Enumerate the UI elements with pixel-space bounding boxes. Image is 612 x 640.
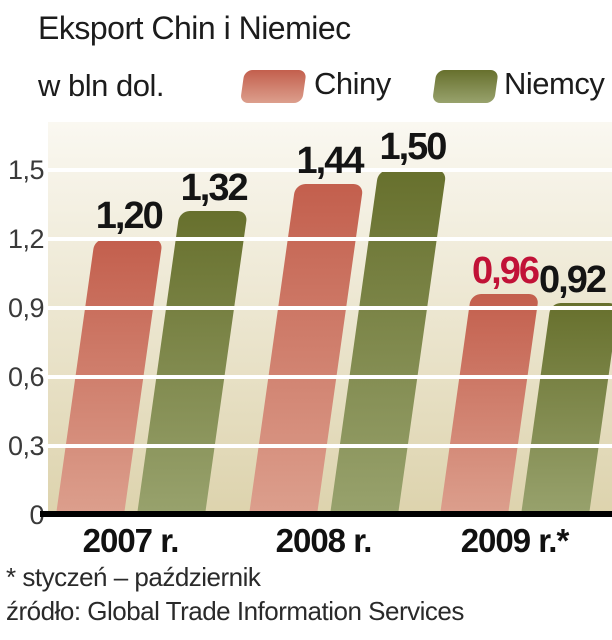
gridline-0,9 (48, 306, 612, 310)
value-label-niemcy-2009: 0,92 (539, 259, 607, 302)
y-tick-0,6: 0,6 (7, 362, 45, 392)
footnote-source: źródło: Global Trade Information Service… (6, 596, 464, 626)
bar-niemcy-2009 (521, 303, 612, 515)
chart-unit-label: w bln dol. (38, 68, 164, 103)
y-tick-1,2: 1,2 (7, 224, 45, 254)
chart-title: Eksport Chin i Niemiec (38, 10, 351, 46)
value-label-chiny-2009: 0,96 (472, 250, 540, 293)
x-label-2008: 2008 r. (275, 522, 373, 559)
plot-area (48, 122, 612, 515)
value-label-niemcy-2007: 1,32 (180, 167, 249, 210)
gridline-0,6 (48, 375, 612, 379)
legend-swatch-niemcy (432, 70, 499, 103)
value-label-chiny-2007: 1,20 (95, 195, 164, 237)
value-label-chiny-2008: 1,44 (296, 139, 365, 182)
value-label-niemcy-2008: 1,50 (379, 126, 447, 168)
x-label-2007: 2007 r. (82, 522, 180, 559)
footnote-period: * styczeń – październik (6, 562, 261, 592)
y-tick-1,5: 1,5 (7, 155, 45, 185)
bar-chiny-2009 (440, 294, 540, 515)
gridline-1,2 (48, 237, 612, 241)
legend-label-chiny: Chiny (314, 66, 391, 101)
x-axis-line (40, 511, 612, 517)
y-tick-0,3: 0,3 (7, 431, 45, 461)
x-label-2009: 2009 r.* (460, 522, 570, 559)
y-tick-0: 0 (29, 500, 44, 530)
legend-swatch-chiny (240, 70, 307, 103)
legend-label-niemcy: Niemcy (504, 66, 605, 101)
gridline-0,3 (48, 444, 612, 448)
y-tick-0,9: 0,9 (7, 293, 45, 323)
gridline-1,5 (48, 168, 612, 172)
